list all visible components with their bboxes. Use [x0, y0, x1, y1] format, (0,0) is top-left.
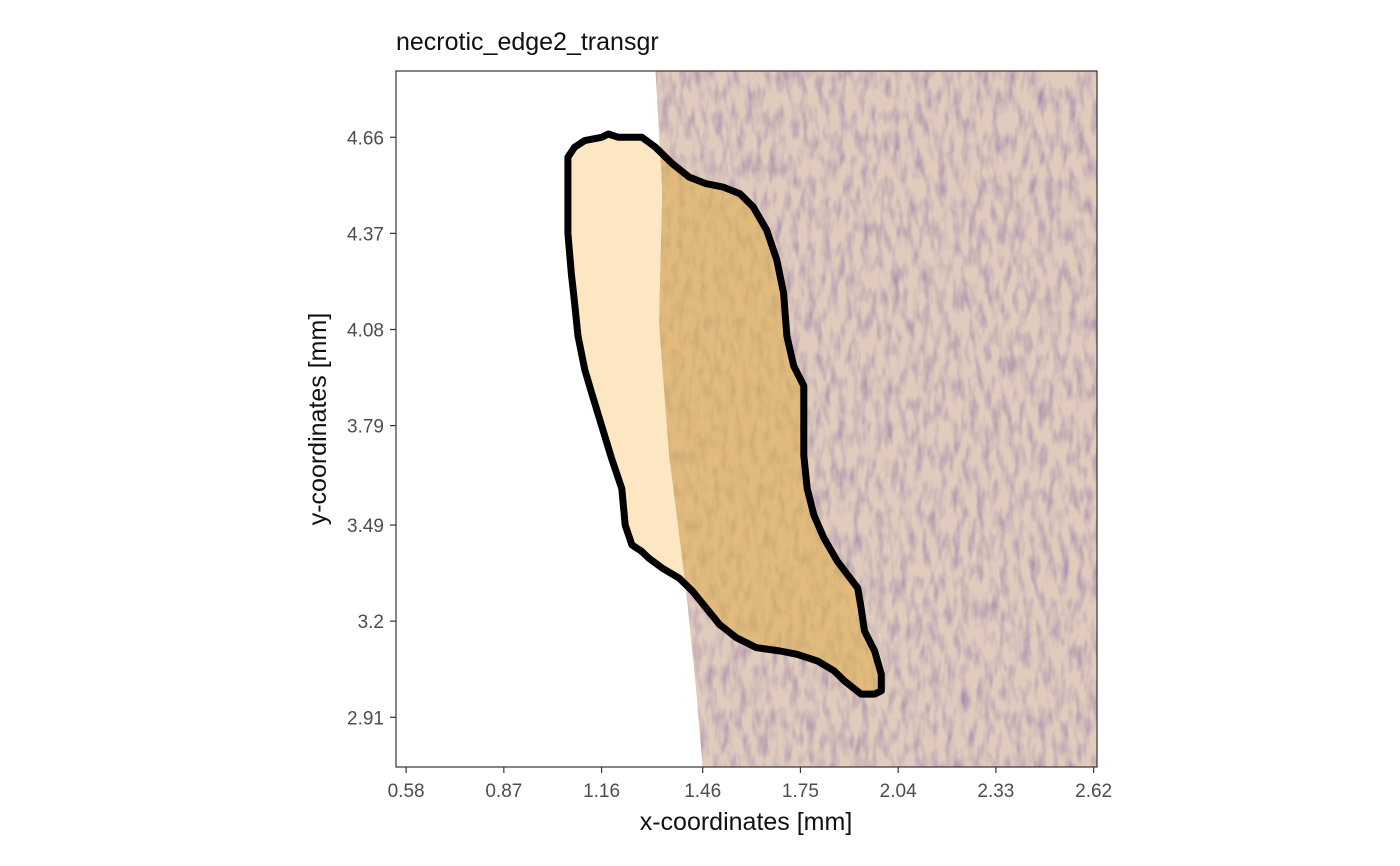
y-tick-label: 3.79 [347, 417, 384, 438]
highlight-region-fill [655, 134, 882, 695]
y-tick-label: 4.08 [347, 321, 384, 342]
y-tick-label: 3.49 [347, 516, 384, 537]
x-tick-label: 1.46 [684, 781, 721, 802]
x-tick-label: 0.58 [388, 781, 425, 802]
y-tick-label: 3.2 [358, 612, 384, 633]
highlight-region-outline [564, 130, 885, 698]
plot-title: necrotic_edge2_transgr [396, 28, 659, 56]
y-axis-title: y-coordinates [mm] [304, 313, 332, 526]
x-tick-label: 1.75 [782, 781, 819, 802]
y-tick-label: 2.91 [347, 708, 384, 729]
y-tick-label: 4.66 [347, 128, 384, 149]
y-tick-label: 4.37 [347, 224, 384, 245]
x-axis: 0.58 0.87 1.16 1.46 1.75 2.04 2.33 2.62 [388, 767, 1112, 802]
x-tick-label: 2.04 [880, 781, 917, 802]
x-tick-label: 0.87 [485, 781, 522, 802]
y-axis: 2.91 3.2 3.49 3.79 4.08 4.37 4.66 [347, 128, 396, 729]
x-axis-title: x-coordinates [mm] [640, 808, 853, 836]
x-tick-label: 2.62 [1075, 781, 1112, 802]
x-tick-label: 1.16 [583, 781, 620, 802]
plot-panel [567, 71, 1097, 767]
panel-border [395, 70, 1098, 768]
x-tick-label: 2.33 [977, 781, 1014, 802]
